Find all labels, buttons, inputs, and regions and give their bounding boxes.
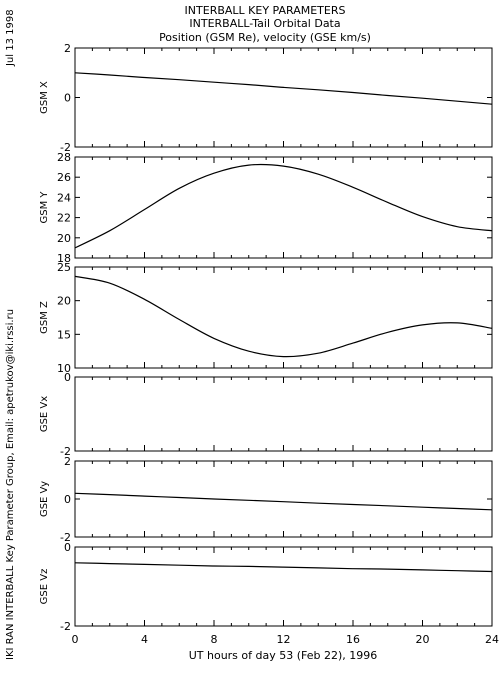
y-tick-label: 0 xyxy=(64,493,71,506)
title-line-2: INTERBALL-Tail Orbital Data xyxy=(189,17,340,30)
y-tick-label: 2 xyxy=(64,455,71,468)
y-axis-label: GSE Vy xyxy=(39,481,50,517)
panel-frame xyxy=(74,156,493,259)
y-tick-label: -2 xyxy=(60,141,71,154)
y-tick-label: 24 xyxy=(57,191,71,204)
panel-frame xyxy=(74,460,493,538)
y-tick-label: 0 xyxy=(64,541,71,554)
series-line xyxy=(74,72,493,105)
series-line xyxy=(74,562,493,573)
panel-frame xyxy=(74,546,493,627)
x-tick-label: 12 xyxy=(277,633,291,646)
y-axis-label: GSM Z xyxy=(39,301,50,334)
y-tick-label: 0 xyxy=(64,371,71,384)
x-tick-label: 16 xyxy=(346,633,360,646)
series-line xyxy=(74,275,493,358)
x-tick-label: 24 xyxy=(485,633,499,646)
y-tick-label: 10 xyxy=(57,362,71,375)
y-tick-label: 26 xyxy=(57,171,71,184)
y-tick-label: 25 xyxy=(57,261,71,274)
side-date: Jul 13 1998 xyxy=(5,9,16,67)
series-line xyxy=(74,492,493,511)
panel-frame xyxy=(74,47,493,148)
y-tick-label: 2 xyxy=(64,42,71,55)
x-tick-label: 0 xyxy=(72,633,79,646)
y-tick-label: 20 xyxy=(57,295,71,308)
title-line-1: INTERBALL KEY PARAMETERS xyxy=(185,4,346,17)
y-tick-label: -2 xyxy=(60,620,71,633)
title-line-3: Position (GSM Re), velocity (GSE km/s) xyxy=(159,31,371,44)
y-tick-label: -2 xyxy=(60,531,71,544)
y-tick-label: 20 xyxy=(57,232,71,245)
x-tick-label: 8 xyxy=(211,633,218,646)
panel-frame xyxy=(74,266,493,369)
series-line xyxy=(74,163,493,249)
y-tick-label: 22 xyxy=(57,212,71,225)
x-axis-label: UT hours of day 53 (Feb 22), 1996 xyxy=(189,649,378,662)
y-axis-label: GSE Vz xyxy=(39,569,50,605)
y-axis-label: GSM X xyxy=(39,81,50,114)
y-tick-label: 18 xyxy=(57,252,71,265)
y-tick-label: 15 xyxy=(57,328,71,341)
x-tick-label: 4 xyxy=(141,633,148,646)
y-tick-label: -2 xyxy=(60,445,71,458)
y-tick-label: 28 xyxy=(57,151,71,164)
panel-frame xyxy=(74,376,493,452)
y-axis-label: GSM Y xyxy=(39,191,50,224)
y-tick-label: 0 xyxy=(64,92,71,105)
side-credit: IKI RAN INTERBALL Key Parameter Group, E… xyxy=(5,309,16,660)
y-axis-label: GSE Vx xyxy=(39,396,50,432)
x-tick-label: 20 xyxy=(416,633,430,646)
